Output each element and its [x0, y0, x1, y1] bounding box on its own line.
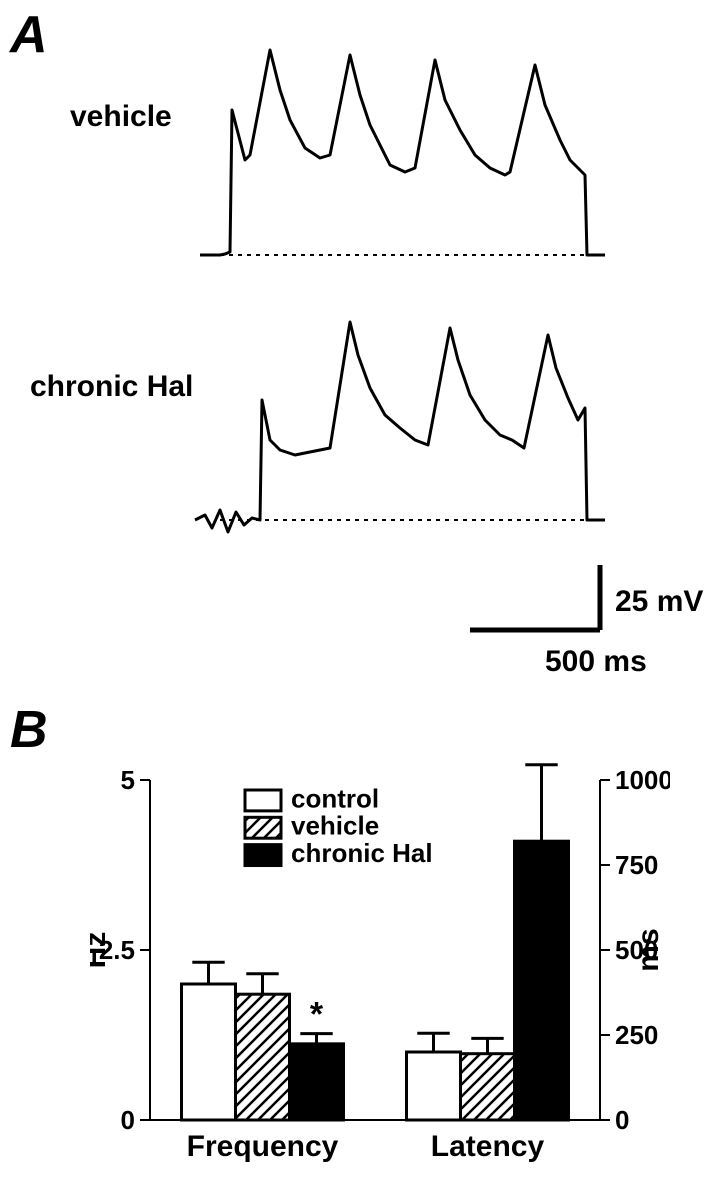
scale-x-label: 500 ms — [545, 645, 647, 679]
svg-text:250: 250 — [615, 1020, 658, 1050]
legend-label: chronic Hal — [291, 838, 433, 868]
significance-star: * — [535, 760, 549, 765]
bar — [182, 984, 236, 1120]
legend-swatch — [245, 817, 281, 838]
bar — [461, 1054, 515, 1120]
svg-text:0: 0 — [121, 1105, 135, 1135]
legend-label: vehicle — [291, 811, 379, 841]
svg-text:5: 5 — [121, 765, 135, 795]
panel-b-label: B — [10, 700, 48, 760]
vehicle-trace-label: vehicle — [70, 100, 172, 134]
svg-text:Hz: Hz — [90, 932, 112, 969]
legend-swatch — [245, 790, 281, 811]
legend-swatch — [245, 845, 281, 866]
bar-chart: 02.5502505007501000Hzms*Frequency*Latenc… — [90, 760, 670, 1180]
group-label: Frequency — [187, 1130, 339, 1163]
vehicle-trace — [190, 30, 610, 280]
bar — [515, 841, 569, 1120]
chronic-hal-trace-label: chronic Hal — [30, 370, 193, 404]
svg-text:0: 0 — [615, 1105, 629, 1135]
panel-a-label: A — [10, 5, 48, 65]
svg-text:750: 750 — [615, 850, 658, 880]
bar — [290, 1044, 344, 1120]
chronic-hal-trace — [190, 300, 610, 550]
legend-label: control — [291, 783, 379, 813]
svg-text:1000: 1000 — [615, 765, 670, 795]
bar — [407, 1052, 461, 1120]
bar — [236, 994, 290, 1120]
scale-y-label: 25 mV — [615, 585, 703, 619]
significance-star: * — [310, 996, 324, 1034]
svg-text:ms: ms — [632, 928, 665, 971]
group-label: Latency — [431, 1130, 545, 1163]
